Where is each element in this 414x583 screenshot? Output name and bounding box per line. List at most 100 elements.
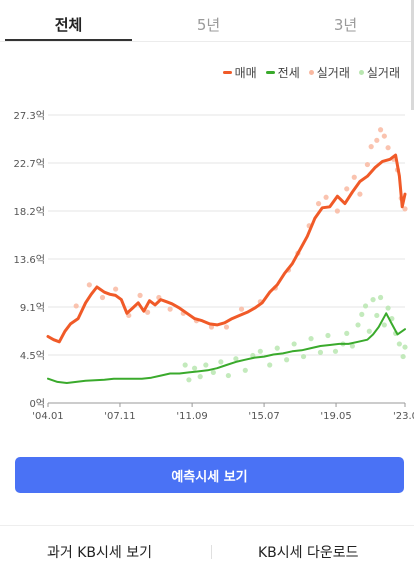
chart-legend: 매매 전세 실거래 실거래: [222, 64, 400, 81]
x-axis-labels: '04.01 '07.11 '11.09 '15.07 '19.05 '23.0: [32, 403, 414, 422]
tab-3-years[interactable]: 3년: [333, 16, 358, 34]
transaction-point: [267, 362, 273, 368]
transaction-point: [113, 286, 119, 292]
transaction-point: [233, 356, 239, 362]
transaction-point: [366, 328, 372, 334]
transaction-point: [274, 345, 280, 351]
past-kb-price-button[interactable]: 과거 KB시세 보기: [47, 545, 152, 561]
legend-label-jeonse-transactions: 실거래: [366, 66, 400, 80]
transaction-point: [197, 374, 203, 380]
transaction-point: [400, 353, 406, 360]
transaction-point: [381, 322, 387, 328]
transaction-point: [210, 369, 216, 376]
transaction-point: [385, 305, 391, 311]
transaction-point: [144, 309, 151, 315]
bottom-button-separator: [211, 545, 212, 559]
transaction-point: [242, 367, 248, 373]
scrollbar[interactable]: [411, 0, 414, 110]
transaction-point: [218, 359, 224, 365]
transaction-point: [99, 294, 106, 301]
y-tick-label: 13.6억: [14, 254, 45, 266]
transaction-point: [291, 341, 297, 347]
transaction-point: [385, 145, 391, 151]
transaction-point: [300, 353, 307, 360]
transaction-point: [377, 127, 384, 133]
transaction-point: [86, 282, 92, 288]
x-tick-label: '23.0: [393, 411, 414, 422]
transaction-point: [308, 336, 314, 342]
jeonse-line-swatch: [265, 71, 275, 74]
transaction-point: [225, 372, 231, 379]
y-tick-label: 27.3억: [14, 110, 45, 122]
tabs-divider: [0, 41, 414, 42]
y-tick-label: 9.1억: [20, 302, 45, 314]
transaction-point: [349, 343, 355, 349]
transaction-point: [374, 137, 380, 143]
transaction-point: [334, 208, 340, 214]
x-tick-label: '11.09: [176, 411, 207, 422]
transaction-point: [203, 362, 209, 368]
transaction-point: [284, 357, 290, 363]
transaction-point: [191, 365, 198, 371]
legend-label-sale: 매매: [234, 66, 257, 80]
x-tick-label: '15.07: [248, 411, 279, 422]
sale-price-line: [46, 153, 407, 344]
transaction-point: [368, 144, 374, 150]
sale-line-swatch: [222, 71, 232, 74]
transaction-point: [344, 186, 350, 192]
transaction-point: [73, 303, 79, 309]
transaction-point: [351, 174, 357, 180]
forecast-price-button[interactable]: 예측시세 보기: [15, 457, 404, 493]
y-tick-label: 4.5억: [20, 350, 45, 362]
jeonse-transaction-dot-swatch: [358, 70, 364, 75]
legend-label-jeonse: 전세: [277, 66, 300, 80]
y-axis-labels: 0억 4.5억 9.1억 13.6억 18.2억 22.7억 27.3억: [14, 110, 45, 410]
transaction-point: [323, 194, 329, 200]
sale-transaction-dot-swatch: [308, 70, 314, 75]
legend-item-jeonse-transactions: 실거래: [358, 64, 400, 81]
jeonse-price-line: [47, 312, 406, 384]
x-tick-label: '07.11: [104, 411, 135, 422]
legend-item-jeonse: 전세: [265, 64, 300, 81]
transaction-point: [257, 348, 263, 354]
transaction-point: [381, 133, 387, 139]
legend-label-sale-transactions: 실거래: [316, 66, 350, 80]
y-tick-label: 0억: [29, 398, 45, 410]
transaction-point: [137, 292, 143, 298]
transaction-point: [167, 306, 173, 312]
price-chart[interactable]: 0억 4.5억 9.1억 13.6억 18.2억 22.7억 27.3억 '04.01 '07…: [0, 95, 414, 430]
transaction-point: [370, 297, 376, 303]
transaction-point: [186, 377, 192, 383]
transaction-point: [402, 206, 408, 212]
y-tick-label: 18.2억: [14, 206, 45, 218]
transaction-point: [362, 303, 369, 309]
transaction-point: [223, 324, 230, 330]
transaction-point: [325, 332, 331, 339]
x-tick-label: '19.05: [320, 411, 351, 422]
transaction-point: [364, 161, 371, 168]
transaction-point: [377, 294, 384, 301]
transaction-point: [374, 312, 380, 319]
y-tick-label: 22.7억: [14, 158, 45, 170]
transaction-point: [317, 349, 324, 355]
transaction-point: [402, 344, 408, 350]
legend-item-sale: 매매: [222, 64, 257, 81]
x-tick-label: '04.01: [32, 411, 63, 422]
period-tabs: 전체 5년 3년: [0, 0, 414, 42]
bottom-divider-line: [0, 525, 414, 526]
transaction-point: [355, 322, 361, 328]
tab-5-years[interactable]: 5년: [196, 16, 221, 34]
chart-grid: [48, 114, 405, 404]
transaction-point: [359, 311, 365, 317]
transaction-point: [315, 201, 322, 207]
transaction-point: [344, 330, 350, 336]
tab-all[interactable]: 전체: [54, 16, 83, 34]
chart-transaction-points: [73, 127, 408, 383]
kb-price-download-button[interactable]: KB시세 다운로드: [258, 545, 359, 561]
active-tab-indicator: [5, 39, 132, 41]
chart-lines: [46, 153, 407, 384]
transaction-point: [396, 341, 402, 347]
transaction-point: [182, 362, 188, 368]
transaction-point: [332, 348, 339, 354]
transaction-point: [357, 191, 363, 197]
